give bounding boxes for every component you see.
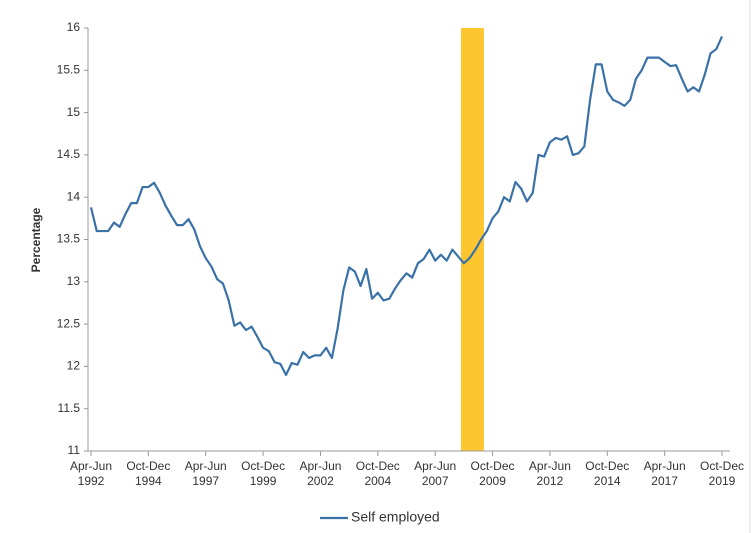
- x-tick-label: Oct-Dec 1999: [241, 459, 286, 488]
- y-tick-label: 15: [67, 105, 81, 119]
- y-tick-label: 15.5: [57, 62, 81, 76]
- y-tick-label: 13: [67, 274, 81, 288]
- x-tick-label: Apr-Jun 2012: [528, 459, 571, 488]
- legend-label: Self employed: [351, 509, 440, 525]
- y-tick-label: 12.5: [57, 316, 81, 330]
- y-tick-label: 11.5: [58, 401, 81, 415]
- x-tick-label: Apr-Jun 2002: [299, 459, 342, 488]
- y-tick-label: 16: [67, 20, 81, 34]
- highlight-band: [460, 28, 484, 451]
- y-tick-label: 14: [67, 189, 81, 203]
- x-tick-label: Oct-Dec 2014: [585, 459, 630, 488]
- x-tick-label: Apr-Jun 2007: [414, 459, 457, 488]
- x-tick-label: Apr-Jun 1997: [184, 459, 227, 488]
- x-tick-label: Oct-Dec 1994: [126, 459, 171, 488]
- x-tick-label: Oct-Dec 2009: [470, 459, 515, 488]
- x-tick-label: Oct-Dec 2004: [355, 459, 400, 488]
- y-tick-label: 13.5: [57, 232, 81, 246]
- data-line: [89, 36, 724, 376]
- y-axis-label: Percentage: [29, 207, 43, 272]
- x-tick-label: Apr-Jun 1992: [69, 459, 113, 488]
- y-tick-label: 11: [68, 443, 81, 457]
- x-tick-label: Oct-Dec 2019: [699, 459, 744, 488]
- y-tick-label: 12: [67, 359, 81, 373]
- x-tick-label: Apr-Jun 2017: [643, 459, 686, 488]
- y-tick-label: 14.5: [57, 147, 81, 161]
